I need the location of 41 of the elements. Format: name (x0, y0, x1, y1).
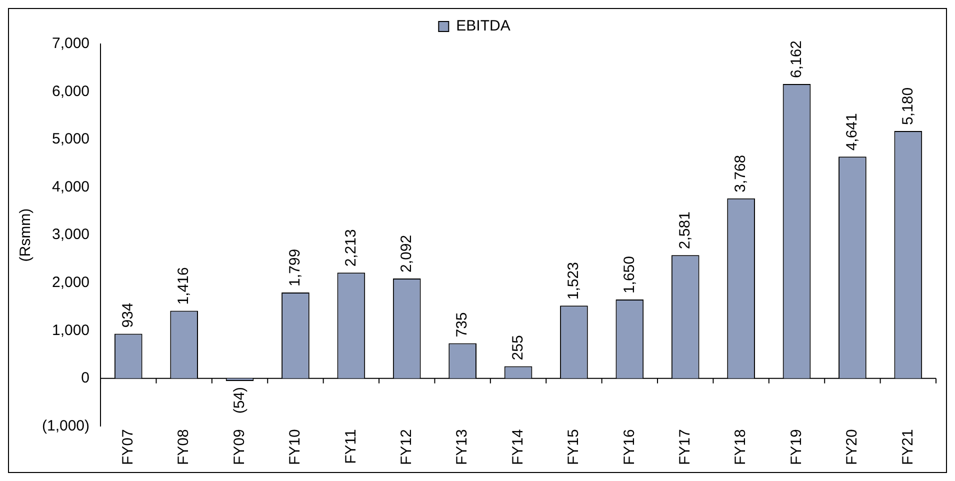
y-tick-label: 0 (81, 370, 90, 387)
data-label: 1,416 (175, 267, 192, 305)
x-tick-label: FY10 (286, 429, 304, 466)
x-tick-label: FY20 (844, 429, 861, 466)
x-tick-label: FY18 (732, 429, 750, 466)
legend-label: EBITDA (456, 18, 510, 35)
data-label: 2,092 (398, 234, 416, 272)
x-tick-label: FY08 (175, 429, 192, 466)
x-tick-label: FY07 (120, 429, 137, 466)
x-tick-label: FY21 (899, 429, 916, 466)
y-tick-label: 2,000 (52, 274, 90, 291)
data-label: 735 (454, 312, 471, 338)
data-label: 255 (509, 335, 526, 360)
data-label: 1,523 (565, 262, 582, 300)
y-tick-label: 1,000 (52, 322, 90, 339)
data-label: 1,650 (620, 256, 638, 294)
x-tick-label: FY11 (342, 429, 360, 464)
y-tick-label: 3,000 (52, 226, 90, 244)
x-tick-label: FY19 (788, 429, 805, 466)
data-label: 2,581 (676, 212, 694, 250)
y-tick-label: 5,000 (52, 130, 90, 148)
x-tick-label: FY09 (230, 429, 248, 466)
x-tick-label: FY16 (620, 429, 638, 466)
data-label: 6,162 (788, 40, 805, 78)
y-tick-label: 4,000 (52, 178, 90, 196)
x-tick-label: FY13 (454, 429, 471, 466)
data-label: 2,213 (342, 229, 360, 267)
x-tick-label: FY15 (565, 429, 582, 466)
data-label: 5,180 (899, 87, 916, 125)
y-tick-label: (1,000) (42, 417, 90, 434)
data-label: 934 (120, 302, 137, 328)
x-tick-label: FY17 (676, 429, 694, 466)
data-label: 4,641 (844, 113, 861, 151)
x-tick-label: FY12 (398, 429, 416, 466)
data-label: 1,799 (286, 248, 304, 286)
data-label: (54) (230, 386, 248, 414)
y-axis-title: (Rsmm) (17, 208, 34, 262)
y-tick-label: 6,000 (52, 82, 90, 100)
y-tick-label: 7,000 (52, 35, 90, 52)
x-tick-label: FY14 (509, 429, 526, 466)
data-label: 3,768 (732, 154, 750, 192)
